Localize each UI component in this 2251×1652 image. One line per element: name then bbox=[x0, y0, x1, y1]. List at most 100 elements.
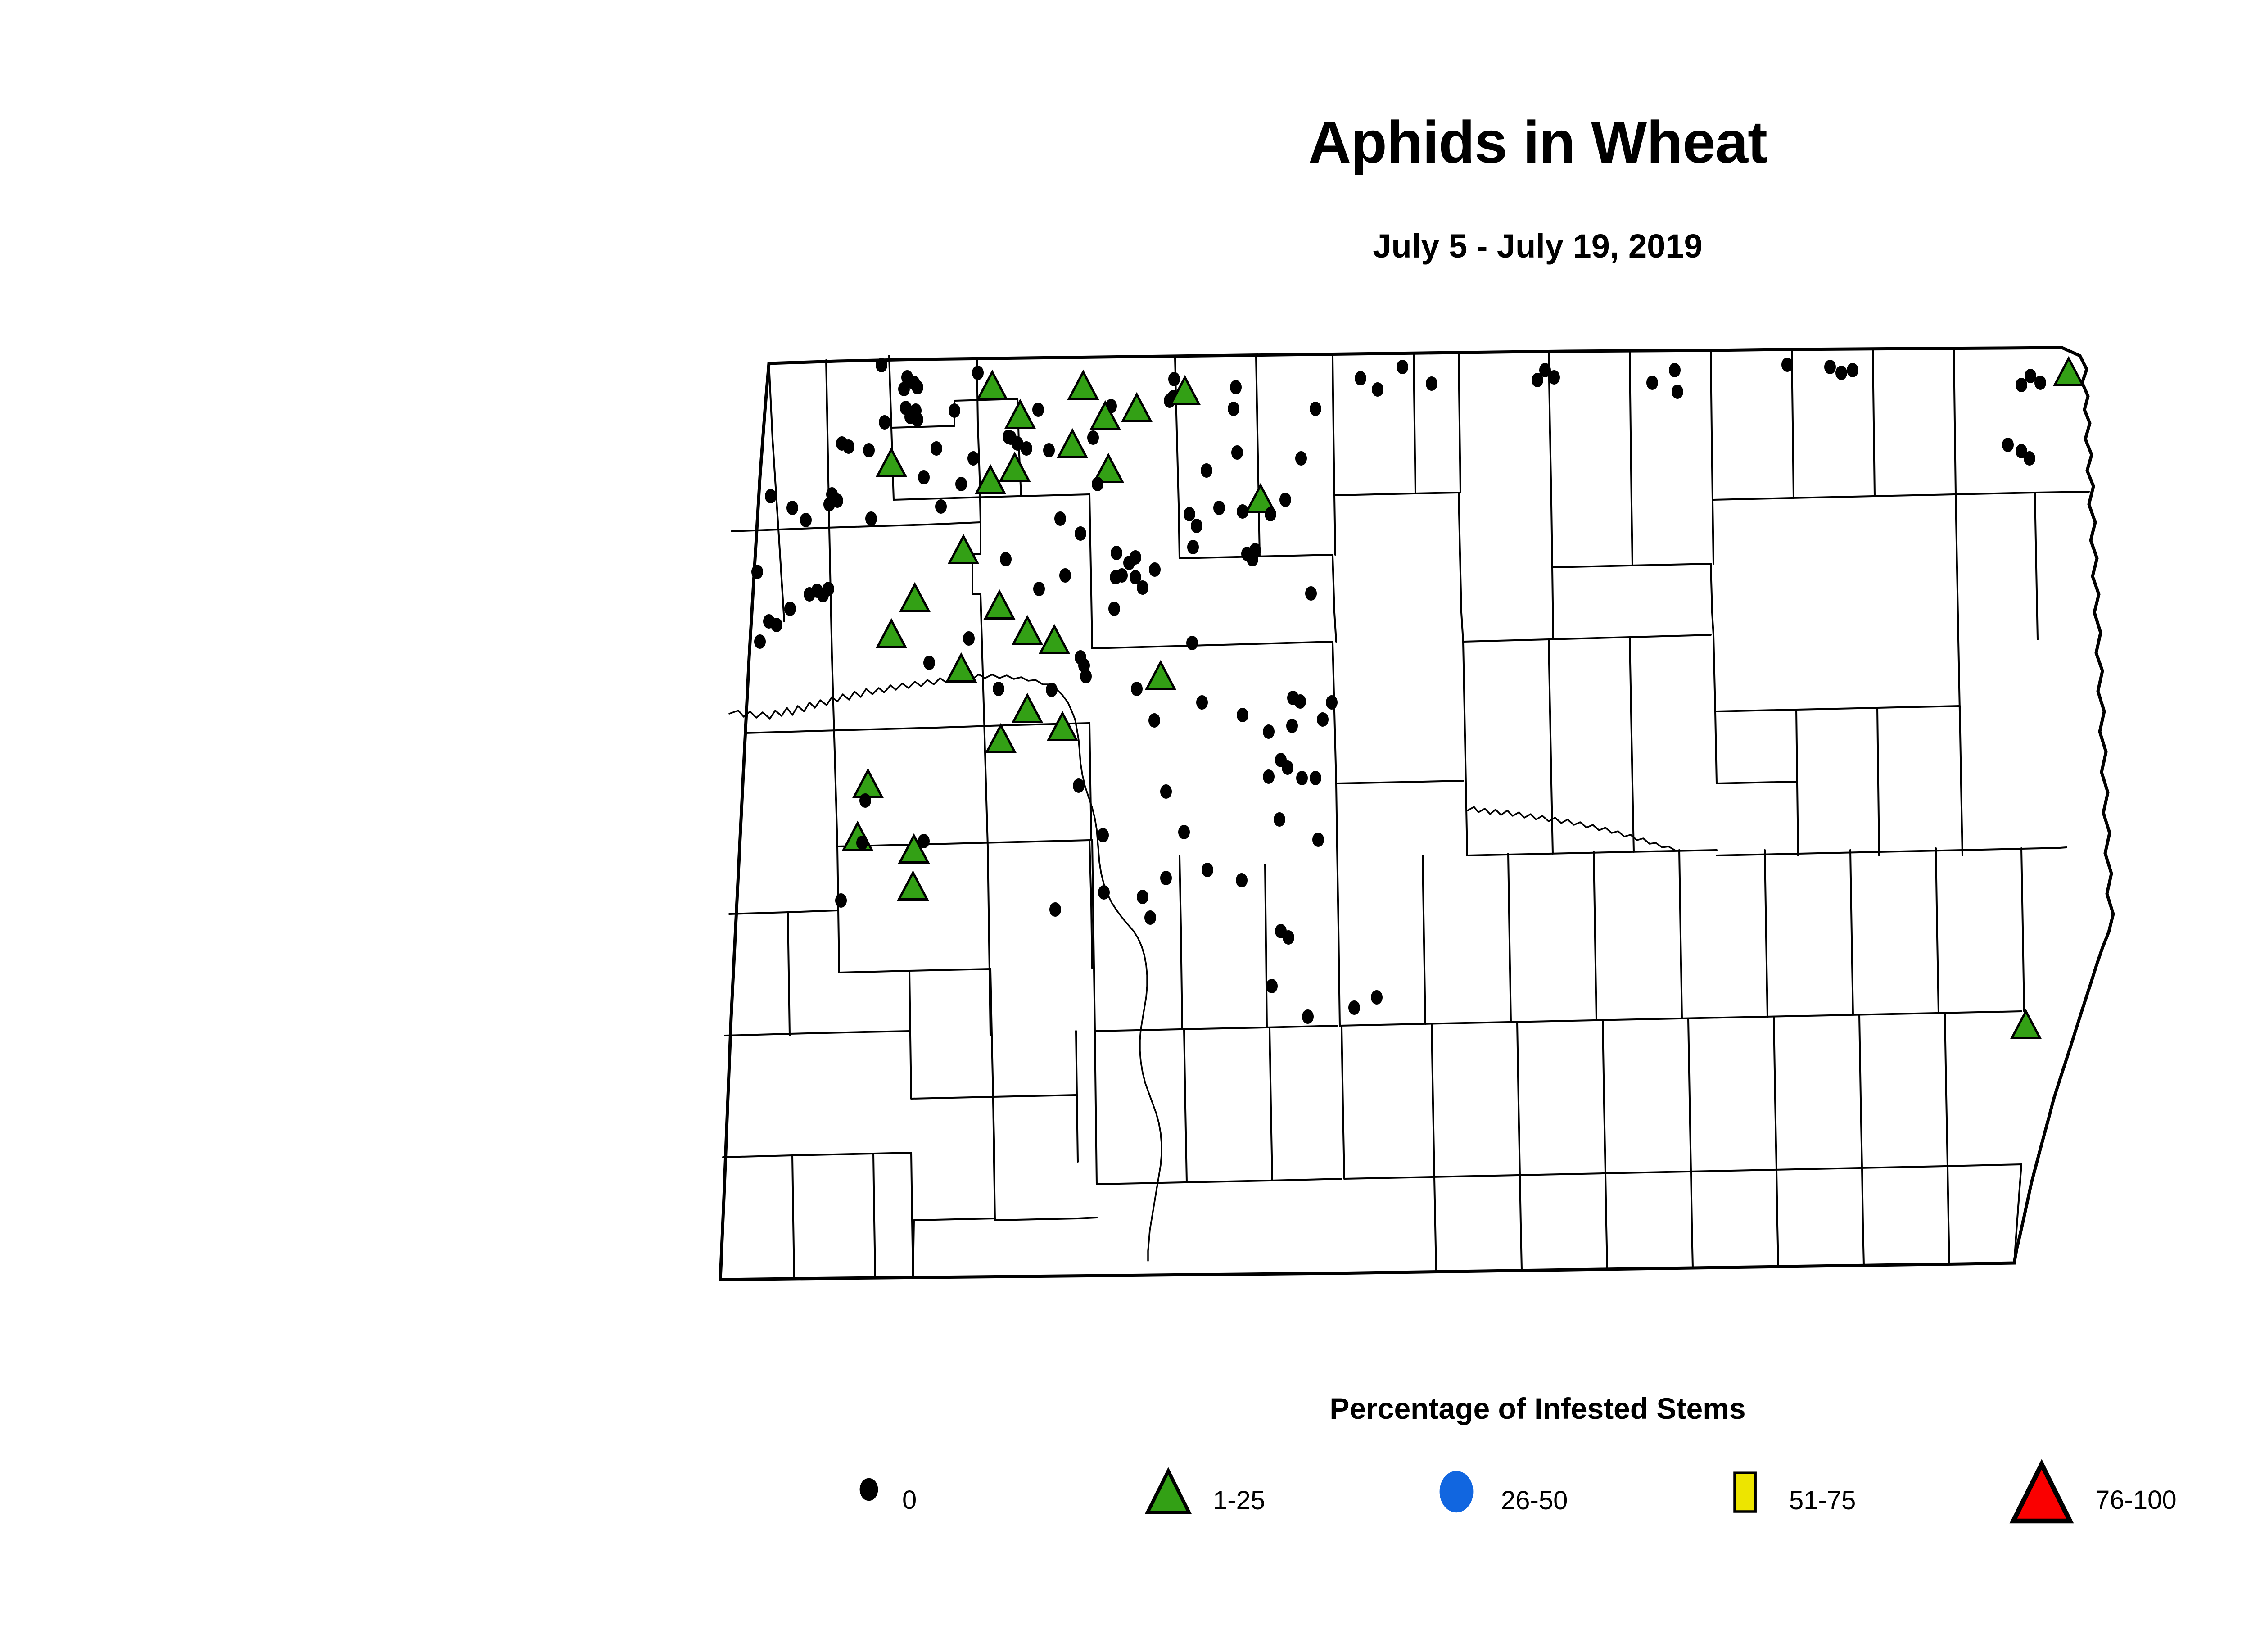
black-dot-icon bbox=[1426, 376, 1437, 391]
county-border bbox=[1431, 1023, 1435, 1178]
black-dot-icon bbox=[786, 501, 798, 515]
green-triangle-icon bbox=[1067, 369, 1099, 400]
black-dot-icon bbox=[1178, 825, 1190, 839]
county-border bbox=[1462, 634, 1712, 643]
black-dot-icon bbox=[1295, 451, 1307, 466]
county-border bbox=[1458, 353, 1461, 493]
county-border bbox=[1710, 350, 1714, 565]
county-border bbox=[1332, 355, 1336, 556]
black-dot-icon bbox=[1116, 568, 1128, 583]
county-border bbox=[1687, 1018, 1692, 1172]
black-dot-icon bbox=[1137, 890, 1148, 904]
page-title: Aphids in Wheat bbox=[1308, 109, 1767, 175]
water-boundary bbox=[1467, 806, 1676, 851]
legend-item-label: 1-25 bbox=[1213, 1486, 1266, 1516]
county-border bbox=[1947, 1165, 1950, 1265]
green-triangle-icon bbox=[1011, 615, 1044, 645]
state-boundary bbox=[719, 346, 2115, 1281]
black-dot-icon bbox=[1033, 582, 1045, 596]
black-dot-icon bbox=[1263, 769, 1275, 784]
county-border bbox=[1096, 1178, 1342, 1185]
county-border bbox=[992, 1096, 996, 1221]
black-dot-icon bbox=[2016, 444, 2027, 458]
county-border bbox=[1519, 1174, 1523, 1271]
green-triangle-icon bbox=[1056, 428, 1089, 458]
county-border bbox=[768, 362, 785, 622]
county-border bbox=[1716, 781, 1797, 784]
county-border bbox=[1710, 563, 1714, 636]
legend-item-label: 26-50 bbox=[1501, 1486, 1568, 1516]
black-dot-icon bbox=[1032, 403, 1044, 417]
county-border bbox=[2020, 847, 2025, 1012]
green-triangle-icon bbox=[999, 451, 1031, 482]
black-dot-icon bbox=[1196, 695, 1208, 710]
county-border bbox=[1876, 707, 1880, 856]
county-border bbox=[912, 1218, 996, 1278]
legend: 0 1-25 26-50 51-75 76-100 bbox=[855, 1454, 2251, 1549]
county-border bbox=[1516, 1021, 1521, 1176]
county-border bbox=[1332, 554, 1337, 643]
county-border bbox=[1075, 1030, 1079, 1163]
black-dot-icon bbox=[1168, 372, 1180, 386]
date-range-subtitle: July 5 - July 19, 2019 bbox=[1373, 227, 1703, 265]
black-dot-icon bbox=[1294, 694, 1306, 709]
green-triangle-icon bbox=[983, 589, 1016, 620]
black-dot-icon bbox=[754, 634, 766, 649]
water-boundary bbox=[728, 674, 1162, 1262]
black-dot-icon bbox=[1847, 363, 1858, 377]
legend-item-label: 51-75 bbox=[1789, 1486, 1856, 1516]
black-dot-icon bbox=[1371, 990, 1383, 1005]
black-dot-icon bbox=[1548, 370, 1560, 385]
county-border bbox=[1094, 1030, 1098, 1185]
county-border bbox=[731, 521, 981, 532]
green-triangle-icon bbox=[974, 464, 1007, 494]
county-border bbox=[1690, 1171, 1694, 1269]
county-border bbox=[1336, 846, 1341, 1027]
black-dot-icon bbox=[1000, 552, 1012, 566]
county-border bbox=[1935, 847, 1939, 1014]
black-dot-icon bbox=[1669, 363, 1681, 377]
black-dot-icon bbox=[1283, 930, 1294, 945]
black-dot-icon bbox=[1672, 385, 1683, 399]
black-dot-icon bbox=[1646, 376, 1658, 390]
black-dot-icon bbox=[1160, 871, 1172, 885]
black-dot-icon bbox=[1149, 562, 1161, 577]
green-triangle-icon bbox=[1169, 375, 1201, 405]
county-border bbox=[994, 1217, 1098, 1221]
county-border bbox=[1953, 349, 1957, 495]
black-dot-icon bbox=[1080, 669, 1092, 683]
state-outline-group bbox=[719, 346, 2115, 1281]
county-border bbox=[980, 593, 989, 847]
green-triangle-icon bbox=[1144, 1467, 1193, 1519]
county-border bbox=[787, 911, 791, 1036]
county-border bbox=[1849, 849, 1854, 1016]
black-dot-icon bbox=[963, 631, 975, 646]
black-dot-icon bbox=[1097, 828, 1109, 842]
blue-circle-icon bbox=[1432, 1467, 1481, 1519]
county-border bbox=[1602, 1019, 1606, 1174]
legend-item-label: 0 bbox=[902, 1485, 917, 1515]
black-dot-icon bbox=[1186, 636, 1198, 650]
black-dot-icon bbox=[2016, 378, 2027, 392]
black-dot-icon bbox=[1310, 402, 1321, 416]
north-dakota-county-map[interactable] bbox=[702, 342, 2251, 1297]
black-dot-icon bbox=[1539, 363, 1551, 377]
green-triangle-icon bbox=[2052, 356, 2085, 386]
green-triangle-icon bbox=[1038, 624, 1071, 654]
black-dot-icon bbox=[1247, 552, 1258, 566]
county-border bbox=[1791, 349, 1794, 499]
black-dot-icon bbox=[935, 499, 947, 514]
county-border bbox=[1269, 1027, 1273, 1181]
black-dot-icon bbox=[1213, 501, 1225, 515]
county-border bbox=[1332, 641, 1338, 847]
county-border bbox=[1959, 705, 1963, 856]
county-border bbox=[1433, 1176, 1437, 1272]
black-dot-icon bbox=[1021, 441, 1032, 456]
black-dot-icon bbox=[1184, 507, 1195, 521]
legend-item-label: 76-100 bbox=[2095, 1485, 2177, 1515]
black-dot-icon bbox=[1265, 507, 1276, 521]
black-dot-icon bbox=[1355, 371, 1366, 385]
county-border bbox=[1678, 849, 1683, 1019]
green-triangle-icon bbox=[947, 534, 980, 564]
black-dot-icon bbox=[1131, 682, 1143, 696]
